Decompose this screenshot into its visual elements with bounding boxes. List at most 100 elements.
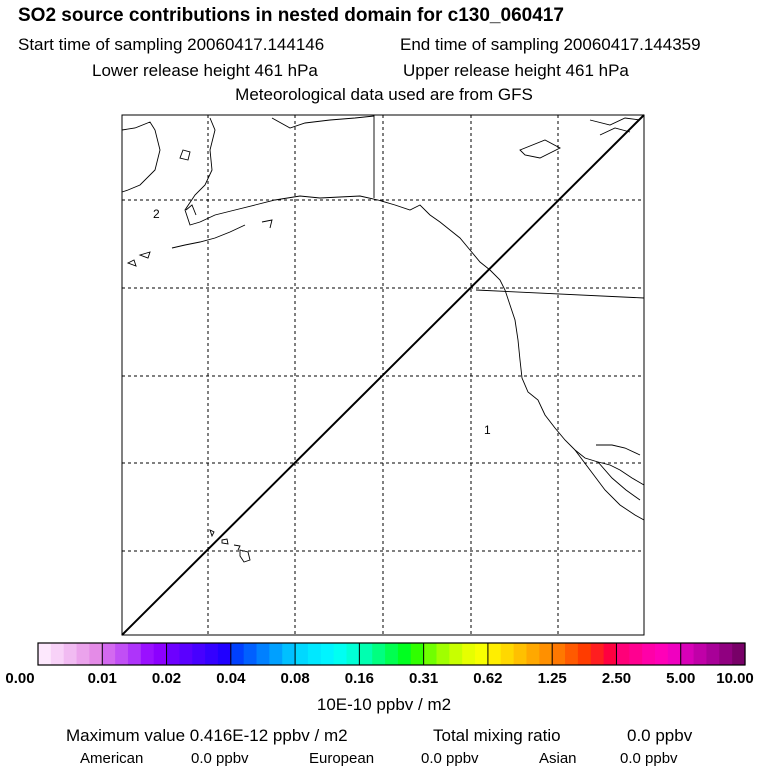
colorbar-swatch	[629, 643, 643, 665]
met-data-source: Meteorological data used are from GFS	[235, 85, 533, 104]
region-asian-value: 0.0 ppbv	[620, 750, 678, 767]
colorbar-swatch	[243, 643, 258, 665]
coast-bering-island	[179, 149, 191, 161]
colorbar-swatch	[693, 643, 708, 665]
coastlines	[121, 115, 645, 563]
coast-aleutians	[171, 224, 246, 249]
colorbar-swatch	[449, 643, 463, 665]
colorbar-swatch	[230, 643, 245, 665]
coast-aleutian-islet	[138, 251, 151, 259]
colorbar-swatch	[719, 643, 733, 665]
coast-us-west	[489, 269, 645, 486]
total-mixing-ratio-label: Total mixing ratio	[433, 726, 561, 745]
colorbar-swatch	[410, 643, 425, 665]
colorbar-swatch	[642, 643, 656, 665]
colorbar-swatches	[38, 643, 746, 665]
colorbar-tick-label: 0.01	[87, 670, 117, 687]
colorbar-tick-label: 0.16	[344, 670, 374, 687]
colorbar-tick-label: 0.08	[280, 670, 310, 687]
colorbar-swatch	[192, 643, 206, 665]
region-asian-label: Asian	[539, 750, 577, 767]
colorbar-swatch	[295, 643, 309, 665]
coast-hawaii-maui	[233, 544, 241, 551]
colorbar-swatch	[616, 643, 630, 665]
lower-release-height: Lower release height 461 hPa	[92, 61, 318, 80]
region-european-label: European	[309, 750, 375, 767]
colorbar-swatch	[385, 643, 399, 665]
colorbar-tick-label: 10.00	[716, 670, 754, 687]
end-time: End time of sampling 20060417.144359	[400, 35, 701, 54]
colorbar-tick-label: 0.00	[5, 670, 35, 687]
colorbar-tick-label: 1.25	[537, 670, 567, 687]
colorbar-swatch	[153, 643, 168, 665]
colorbar-swatch	[680, 643, 695, 665]
colorbar-swatch	[590, 643, 605, 665]
colorbar-swatch	[346, 643, 360, 665]
colorbar-swatch	[63, 643, 78, 665]
total-mixing-ratio-value: 0.0 ppbv	[627, 726, 693, 745]
coast-hawaii-oahu	[221, 538, 229, 545]
colorbar-swatch	[89, 643, 103, 665]
coast-hawaii-kauai	[209, 529, 215, 538]
colorbar-swatch	[565, 643, 579, 665]
colorbar-swatch	[38, 643, 52, 665]
colorbar-swatch	[269, 643, 283, 665]
max-value: Maximum value 0.416E-12 ppbv / m2	[66, 726, 348, 745]
region-american-value: 0.0 ppbv	[191, 750, 249, 767]
marker-1: 1	[484, 423, 491, 437]
colorbar-swatch	[513, 643, 528, 665]
coast-arctic-island-3	[599, 127, 631, 136]
colorbar-swatch	[732, 643, 746, 665]
colorbar-swatch	[115, 643, 129, 665]
coast-gulf-of-alaska	[199, 195, 491, 271]
coast-siberia	[121, 121, 161, 193]
colorbar-swatch	[526, 643, 540, 665]
coast-aleutian-islet-2	[126, 259, 137, 267]
upper-release-height: Upper release height 461 hPa	[403, 61, 629, 80]
colorbar-swatch	[667, 643, 682, 665]
coast-arctic-island	[519, 139, 561, 159]
colorbar-swatch	[359, 643, 373, 665]
coast-arctic-island-2	[589, 117, 641, 126]
colorbar-swatch	[307, 643, 322, 665]
colorbar-tick-label: 2.50	[601, 670, 632, 687]
coast-islet	[185, 204, 197, 216]
colorbar-swatch	[166, 643, 180, 665]
colorbar-dividers	[101, 643, 682, 665]
colorbar-unit: 10E-10 ppbv / m2	[316, 695, 452, 714]
colorbar-swatch	[127, 643, 142, 665]
colorbar-swatch	[102, 643, 116, 665]
coast-alaska-north	[271, 115, 375, 129]
coast-hawaii-big-island	[239, 549, 251, 563]
border-us-mexico	[596, 444, 641, 456]
colorbar-swatch	[256, 643, 270, 665]
colorbar-swatch	[397, 643, 412, 665]
colorbar-swatch	[539, 643, 553, 665]
diagonal-line	[121, 114, 645, 636]
colorbar-frame	[37, 642, 746, 666]
region-european-value: 0.0 ppbv	[421, 750, 479, 767]
colorbar-swatch	[282, 643, 296, 665]
colorbar-swatch	[320, 643, 335, 665]
colorbar-tick-label: 0.62	[473, 670, 503, 687]
colorbar-swatch	[333, 643, 348, 665]
colorbar-swatch	[217, 643, 232, 665]
coast-kodiak	[261, 219, 273, 229]
colorbar-swatch	[706, 643, 720, 665]
coast-alaska-west	[184, 117, 216, 226]
colorbar-swatch	[205, 643, 219, 665]
colorbar-tick-label: 5.00	[666, 670, 696, 687]
colorbar-tick-label: 0.02	[151, 670, 182, 687]
border-us-canada	[475, 289, 645, 299]
colorbar-swatch	[140, 643, 155, 665]
colorbar-swatch	[436, 643, 450, 665]
colorbar-tick-label: 0.31	[409, 670, 439, 687]
colorbar-swatch	[577, 643, 592, 665]
colorbar-tick-label: 0.04	[216, 670, 246, 687]
colorbar-swatch	[423, 643, 438, 665]
colorbar-swatch	[50, 643, 65, 665]
region-american-label: American	[80, 750, 144, 767]
colorbar-swatch	[603, 643, 618, 665]
